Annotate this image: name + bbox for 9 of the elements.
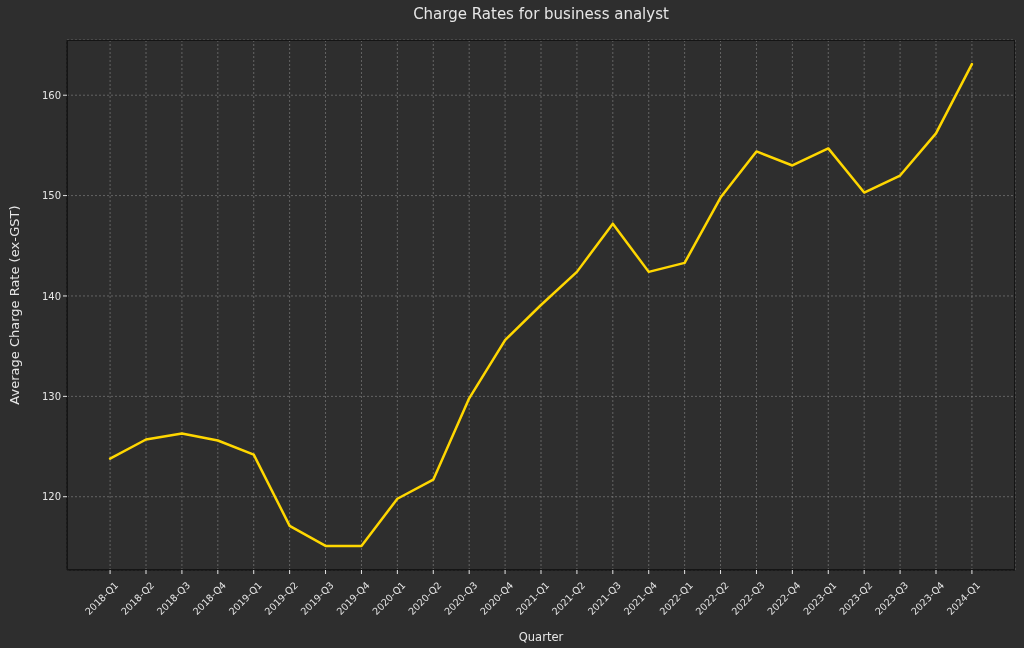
- y-tick-label: 120: [41, 491, 61, 503]
- y-axis-title: Average Charge Rate (ex-GST): [6, 205, 22, 405]
- y-tick-label: 130: [41, 390, 61, 402]
- y-tick-label: 140: [41, 290, 61, 302]
- chart-title: Charge Rates for business analyst: [412, 4, 670, 24]
- y-tick-label: 150: [41, 190, 61, 202]
- y-tick-label: 160: [41, 89, 61, 101]
- x-axis-title: Quarter: [518, 630, 564, 644]
- line-series: [108, 62, 974, 548]
